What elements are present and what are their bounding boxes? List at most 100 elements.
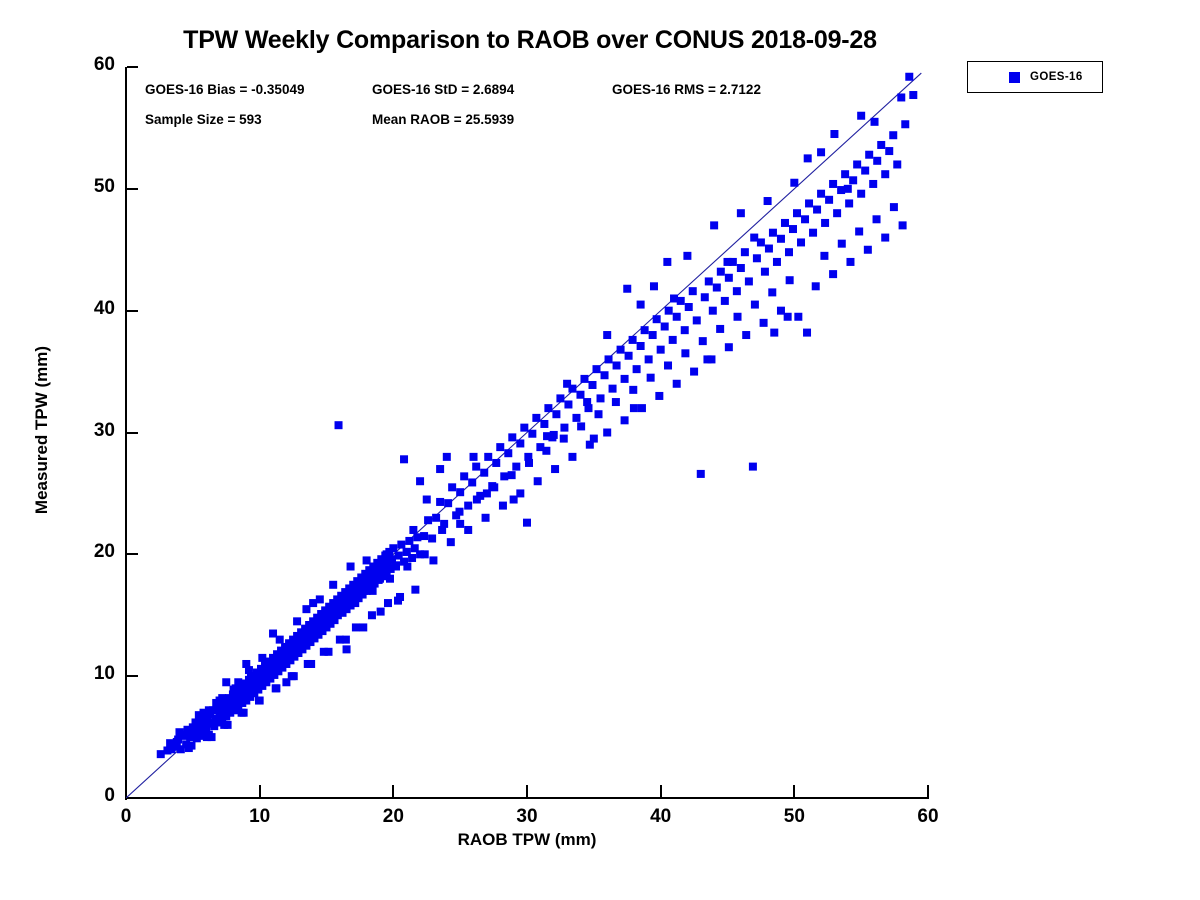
data-point [258, 653, 267, 662]
data-point [664, 306, 673, 315]
data-point [797, 238, 806, 247]
data-point [710, 221, 719, 230]
y-tick [127, 553, 138, 556]
data-point [231, 697, 240, 706]
data-point [375, 566, 384, 575]
data-point [429, 556, 438, 565]
data-point [400, 455, 409, 464]
x-tick [659, 785, 662, 797]
data-point [273, 650, 282, 659]
data-point [342, 605, 351, 614]
data-point [728, 257, 737, 266]
data-point [240, 679, 249, 688]
data-point [865, 150, 874, 159]
data-point [167, 745, 176, 754]
data-point [369, 562, 378, 571]
data-point [326, 619, 335, 628]
data-point [560, 423, 569, 432]
data-point [239, 708, 248, 717]
data-point [759, 318, 768, 327]
data-point [319, 647, 328, 656]
data-point [255, 696, 264, 705]
y-axis-label: Measured TPW (mm) [32, 345, 51, 515]
data-point [744, 277, 753, 286]
data-point [817, 148, 826, 157]
data-point [507, 471, 516, 480]
y-tick-label: 50 [93, 175, 115, 197]
data-point [278, 663, 287, 672]
data-point [756, 238, 765, 247]
data-point [397, 540, 406, 549]
data-point [793, 209, 802, 218]
data-point [438, 525, 447, 534]
data-point [403, 562, 412, 571]
data-point [275, 657, 284, 666]
y-tick [127, 797, 138, 799]
data-point [870, 117, 879, 126]
data-point [289, 635, 298, 644]
data-point [498, 501, 507, 510]
data-point [341, 635, 350, 644]
data-point [846, 257, 855, 266]
data-point [228, 690, 237, 699]
data-point [857, 189, 866, 198]
y-tick [127, 309, 138, 312]
y-tick [127, 187, 138, 190]
data-point [723, 257, 732, 266]
data-point [333, 595, 342, 604]
data-point [370, 579, 379, 588]
data-point [327, 611, 336, 620]
data-point [251, 679, 260, 688]
data-point [349, 580, 358, 589]
data-point [405, 536, 414, 545]
data-point [163, 746, 172, 755]
data-point [829, 179, 838, 188]
data-point [322, 623, 331, 632]
data-point [559, 434, 568, 443]
data-point [175, 728, 184, 737]
data-point [577, 422, 586, 431]
data-point [183, 725, 192, 734]
data-point [436, 497, 445, 506]
x-tick-label: 40 [650, 806, 672, 827]
y-tick-label: 60 [93, 54, 115, 75]
y-tick [127, 675, 138, 678]
data-point [271, 661, 280, 670]
data-point [287, 646, 296, 655]
data-point [528, 429, 537, 438]
data-point [345, 584, 354, 593]
data-point [637, 404, 646, 413]
data-point [432, 513, 441, 522]
data-point [275, 635, 284, 644]
data-point [409, 525, 418, 534]
data-point [313, 613, 322, 622]
data-point [690, 367, 699, 376]
stat-mean-raob: Mean RAOB = 25.5939 [372, 112, 515, 127]
data-point [334, 421, 343, 430]
data-point [646, 373, 655, 382]
data-point [525, 458, 533, 467]
data-point [700, 293, 709, 302]
data-point [520, 423, 529, 432]
x-tick [258, 785, 261, 797]
data-point [703, 355, 712, 364]
data-point [305, 621, 314, 629]
data-point [354, 594, 363, 603]
data-point [195, 716, 204, 725]
data-point [198, 720, 207, 729]
data-point [413, 533, 422, 542]
stat-rms: GOES-16 RMS = 2.7122 [612, 82, 761, 97]
data-point [436, 465, 445, 474]
data-point [329, 580, 338, 589]
data-point [805, 199, 814, 208]
x-tick-label: 20 [382, 806, 404, 827]
data-point [204, 706, 213, 715]
data-point [683, 251, 692, 260]
data-point [446, 538, 455, 547]
data-point [194, 711, 203, 720]
data-point [872, 215, 881, 224]
data-point [785, 276, 794, 285]
data-point [262, 678, 271, 687]
data-point [361, 569, 370, 578]
data-point [166, 739, 175, 748]
